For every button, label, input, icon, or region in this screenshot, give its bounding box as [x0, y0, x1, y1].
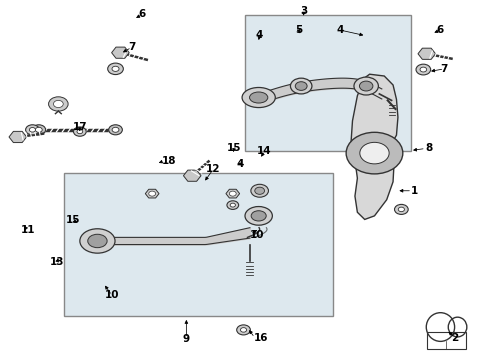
- Text: 16: 16: [254, 333, 269, 343]
- Circle shape: [398, 207, 404, 212]
- Text: 9: 9: [183, 333, 190, 343]
- Circle shape: [416, 64, 431, 75]
- Text: 7: 7: [441, 64, 448, 74]
- Text: 18: 18: [162, 156, 176, 166]
- Circle shape: [227, 201, 239, 210]
- Bar: [64, 173, 333, 316]
- Text: 7: 7: [128, 42, 135, 52]
- Polygon shape: [9, 131, 26, 143]
- Ellipse shape: [251, 211, 266, 221]
- Bar: [245, 15, 411, 151]
- Circle shape: [149, 191, 156, 196]
- Circle shape: [251, 184, 269, 197]
- Text: 10: 10: [250, 230, 265, 239]
- Text: 14: 14: [257, 146, 272, 156]
- Circle shape: [25, 125, 39, 135]
- Text: 6: 6: [139, 9, 146, 19]
- Text: 1: 1: [411, 186, 418, 196]
- Text: 5: 5: [295, 25, 302, 35]
- Polygon shape: [351, 74, 398, 220]
- Circle shape: [112, 66, 119, 71]
- Text: 3: 3: [300, 6, 307, 16]
- Text: 15: 15: [66, 215, 80, 225]
- Circle shape: [346, 132, 403, 174]
- Text: 8: 8: [426, 143, 433, 153]
- Circle shape: [109, 125, 122, 135]
- Circle shape: [29, 127, 36, 132]
- Ellipse shape: [245, 207, 272, 225]
- Circle shape: [230, 203, 235, 207]
- Polygon shape: [183, 170, 201, 181]
- Text: 12: 12: [206, 164, 220, 174]
- Ellipse shape: [242, 87, 275, 108]
- Text: 11: 11: [20, 225, 35, 235]
- Text: 10: 10: [105, 291, 120, 301]
- Circle shape: [35, 127, 42, 132]
- Circle shape: [360, 142, 389, 164]
- Polygon shape: [112, 47, 129, 58]
- Ellipse shape: [295, 82, 307, 90]
- Text: 4: 4: [256, 30, 263, 40]
- Circle shape: [420, 67, 427, 72]
- Polygon shape: [418, 48, 436, 59]
- Circle shape: [74, 127, 86, 136]
- Ellipse shape: [249, 92, 268, 103]
- Polygon shape: [146, 189, 159, 198]
- Circle shape: [241, 328, 246, 332]
- Text: 4: 4: [337, 25, 344, 35]
- Ellipse shape: [354, 77, 378, 95]
- Ellipse shape: [360, 81, 373, 91]
- Circle shape: [32, 125, 46, 135]
- Circle shape: [108, 63, 123, 75]
- Circle shape: [394, 204, 408, 215]
- Circle shape: [256, 188, 264, 194]
- Ellipse shape: [88, 234, 107, 248]
- Bar: [427, 332, 466, 349]
- Circle shape: [112, 127, 119, 132]
- Text: 6: 6: [437, 25, 444, 35]
- Ellipse shape: [80, 229, 115, 253]
- Circle shape: [49, 97, 68, 111]
- Circle shape: [229, 191, 236, 196]
- Circle shape: [77, 130, 83, 134]
- Polygon shape: [226, 189, 240, 198]
- Text: 2: 2: [451, 333, 459, 343]
- Text: 13: 13: [49, 257, 64, 267]
- Circle shape: [53, 100, 63, 108]
- Circle shape: [237, 325, 250, 335]
- Circle shape: [255, 187, 265, 194]
- Text: 17: 17: [73, 122, 87, 132]
- Ellipse shape: [291, 78, 312, 94]
- Text: 4: 4: [237, 159, 244, 169]
- Text: 15: 15: [227, 143, 242, 153]
